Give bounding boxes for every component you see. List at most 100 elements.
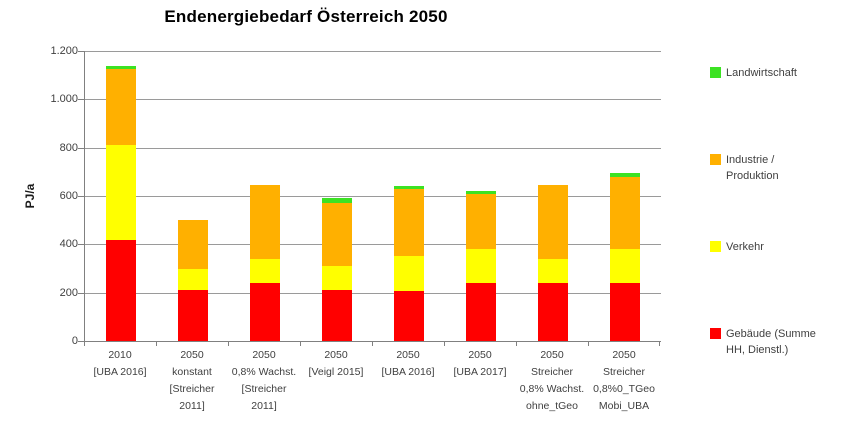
x-category-label: 2050 [UBA 2016] [372,347,444,381]
x-category-label-line: [Streicher [169,383,215,395]
x-category-label-line: 2050 [396,349,420,361]
y-tick-mark [78,341,84,342]
y-tick-label: 400 [59,238,78,251]
x-category-label-line: 2050 [612,349,636,361]
legend-entry-landwirtschaft: Landwirtschaft [710,65,797,81]
x-category-label: 2010 [UBA 2016] [84,347,156,381]
bar-segment-landwirtschaft [394,186,424,189]
bar-segment-landwirtschaft [322,198,352,204]
gridline [85,196,661,197]
legend-swatch-gebaeude [710,328,721,339]
x-category-label-line: 2050 [468,349,492,361]
x-category-label-line: [UBA 2016] [381,366,435,378]
bar-segment-gebaeude [322,290,352,341]
legend-label-gebaeude: Gebäude (Summe HH, Dienstl.) [726,326,816,358]
bar-segment-verkehr [178,268,208,291]
bar-segment-verkehr [538,258,568,283]
x-category-label-line: 0,8% Wachst. [519,383,585,395]
bar-segment-verkehr [322,266,352,291]
gridline [85,147,661,149]
legend-label-line: Landwirtschaft [726,67,797,79]
y-tick-label: 600 [59,190,78,202]
x-category-label-line: 2050 [180,349,204,361]
x-category-label: 2050 konstant [Streicher 2011] [156,347,228,415]
x-tick-mark [516,342,517,346]
x-tick-mark [84,342,85,346]
y-tick-label: 1.200 [50,45,78,57]
bar-segment-landwirtschaft [106,65,136,70]
legend-swatch-industrie [710,154,721,165]
x-category-label-line: 2010 [108,349,132,361]
legend-label-line: Industrie / [726,154,775,166]
legend-label-landwirtschaft: Landwirtschaft [726,65,797,81]
x-category-label-line: Streicher [602,366,645,378]
x-category-label-line: 2050 [540,349,564,361]
bar-segment-gebaeude [250,283,280,341]
legend-label-verkehr: Verkehr [726,239,764,255]
y-tick-mark [78,244,84,246]
y-tick-label: 800 [59,141,78,154]
y-tick-mark [78,51,84,52]
y-tick-mark [78,147,84,149]
bar-segment-gebaeude [394,291,424,341]
x-tick-mark [156,342,157,346]
x-category-label-line: [UBA 2017] [453,366,507,378]
x-category-label-line: Mobi_UBA [598,400,650,412]
bar-segment-industrie [538,185,568,259]
legend-label-line: Produktion [726,170,779,182]
y-tick-label: 0 [71,335,78,347]
bar-segment-industrie [178,220,208,269]
y-tick-mark [78,196,84,197]
legend-entry-gebaeude: Gebäude (Summe HH, Dienstl.) [710,326,816,358]
chart-title: Endenergiebedarf Österreich 2050 [164,7,448,26]
bar-segment-landwirtschaft [610,173,640,177]
x-tick-mark [228,342,229,346]
x-category-label-line: [UBA 2016] [93,366,147,378]
x-tick-mark [659,342,660,346]
x-category-label-line: Streicher [530,366,573,378]
x-category-label: 2050 Streicher 0,8% Wachst. ohne_tGeo [516,347,588,415]
bar-segment-gebaeude [466,283,496,341]
bar-segment-industrie [610,176,640,250]
x-category-label-line: konstant [172,366,212,378]
bar-segment-industrie [322,203,352,267]
bar-segment-verkehr [106,145,136,240]
gridline [85,244,661,246]
legend-label-industrie: Industrie / Produktion [726,152,779,184]
x-category-label: 2050 Streicher 0,8%0_TGeo Mobi_UBA [588,347,660,415]
bar-segment-industrie [394,188,424,257]
bar-segment-verkehr [466,249,496,283]
x-tick-mark [444,342,445,346]
legend-swatch-verkehr [710,241,721,252]
bar-segment-verkehr [250,258,280,283]
legend-entry-verkehr: Verkehr [710,239,764,255]
gridline [85,99,661,101]
x-category-label-line: 2011] [179,400,205,412]
bar-segment-gebaeude [610,283,640,341]
x-category-label: 2050 [Veigl 2015] [300,347,372,381]
x-category-label-line: 2050 [252,349,276,361]
x-category-label-line: 2050 [324,349,348,361]
bar-segment-industrie [250,185,280,259]
legend: Landwirtschaft Industrie / Produktion Verke… [710,0,850,436]
bar-segment-gebaeude [106,239,136,341]
plot-area [84,51,661,342]
x-category-label-line: 0,8% Wachst. [231,366,297,378]
x-category-label: 2050 [UBA 2017] [444,347,516,381]
x-category-label-line: [Streicher [241,383,287,395]
bar-segment-gebaeude [178,290,208,341]
bar-segment-landwirtschaft [466,191,496,194]
x-category-label-line: [Veigl 2015] [308,366,364,378]
y-tick-mark [78,99,84,101]
bar-segment-industrie [106,69,136,146]
gridline [85,51,661,52]
bar-segment-verkehr [610,249,640,283]
x-category-label-line: 0,8%0_TGeo [593,383,655,395]
legend-label-line: Verkehr [726,241,764,253]
x-category-label: 2050 0,8% Wachst. [Streicher 2011] [228,347,300,415]
y-tick-label: 1.000 [50,93,78,106]
y-tick-mark [78,292,84,294]
x-tick-mark [372,342,373,346]
legend-label-line: Gebäude (Summe [726,328,816,340]
